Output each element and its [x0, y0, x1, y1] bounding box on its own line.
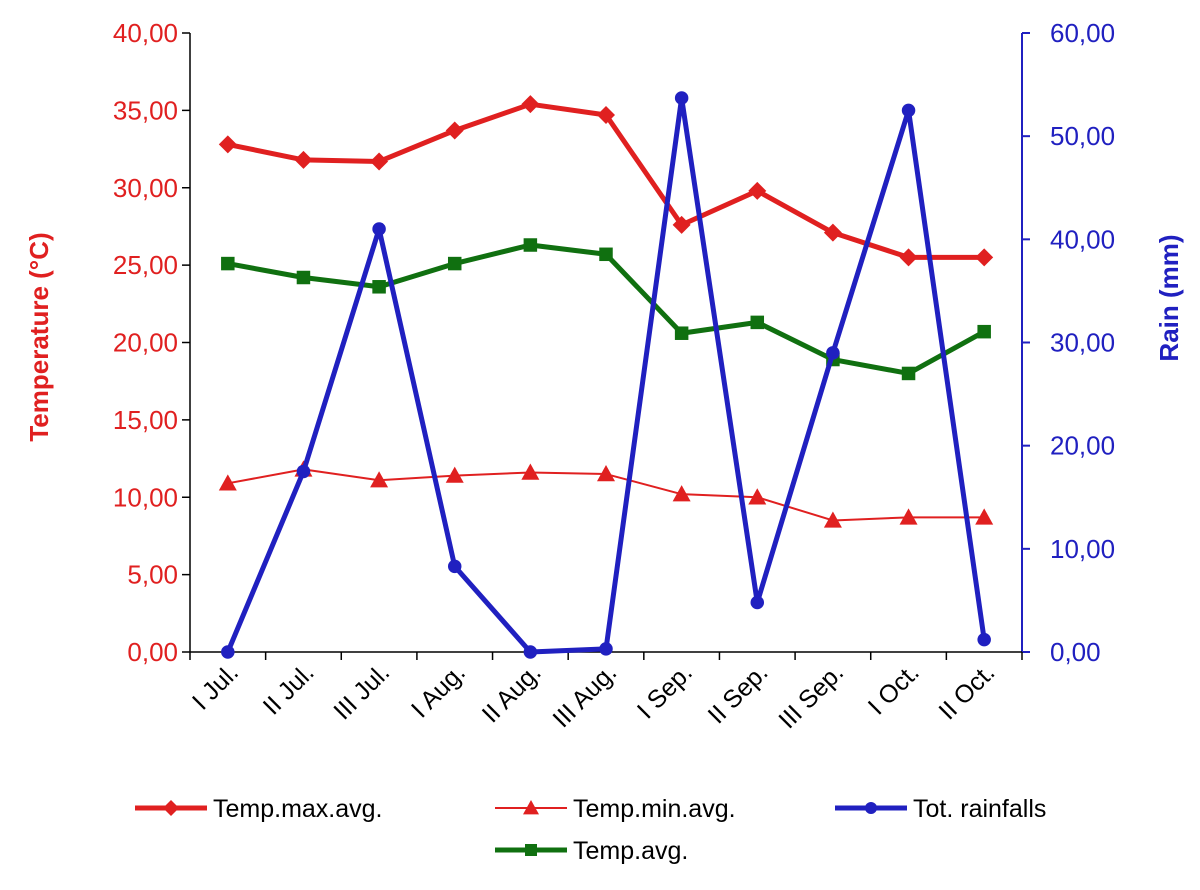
- data-point-diamond: [370, 152, 389, 171]
- x-tick-label: III Aug.: [547, 658, 622, 733]
- data-point-triangle: [748, 488, 767, 505]
- data-point-square: [525, 844, 537, 856]
- x-tick-label: II Oct.: [933, 658, 1000, 725]
- y-left-axis-title: Temperature (°C): [24, 232, 54, 441]
- x-tick-label: II Aug.: [477, 658, 547, 728]
- data-point-square: [750, 315, 765, 330]
- legend-label: Tot. rainfalls: [913, 795, 1046, 823]
- data-point-square: [447, 256, 462, 271]
- series-temp-min-avg: [218, 460, 994, 528]
- y-right-tick-label: 20,00: [1050, 431, 1115, 461]
- y-left-tick-label: 0,00: [127, 637, 178, 667]
- y-left-tick-label: 20,00: [113, 328, 178, 358]
- y-left-tick-label: 35,00: [113, 95, 178, 125]
- data-point-circle: [901, 103, 916, 118]
- legend-label: Temp.min.avg.: [573, 795, 736, 823]
- data-point-circle: [221, 645, 235, 659]
- data-point-diamond: [218, 135, 237, 154]
- data-point-triangle: [975, 508, 994, 525]
- data-point-diamond: [294, 150, 313, 169]
- data-point-square: [901, 366, 916, 381]
- data-point-square: [296, 270, 311, 285]
- data-point-diamond: [748, 181, 767, 200]
- y-right-tick-label: 0,00: [1050, 637, 1101, 667]
- y-left-tick-label: 5,00: [127, 560, 178, 590]
- data-point-circle: [750, 595, 765, 610]
- x-tick-label: III Jul.: [328, 658, 395, 725]
- data-point-diamond: [445, 121, 464, 140]
- series-temp-avg: [221, 238, 991, 381]
- data-point-diamond: [899, 248, 918, 267]
- data-point-triangle: [521, 463, 540, 480]
- data-point-square: [221, 256, 235, 271]
- y-right-axis-title: Rain (mm): [1154, 234, 1184, 361]
- x-tick-label: III Sep.: [773, 658, 849, 734]
- axes: [189, 33, 1023, 653]
- legend-item: Tot. rainfalls: [835, 795, 1046, 823]
- data-point-circle: [826, 346, 840, 360]
- y-left-tick-label: 30,00: [113, 173, 178, 203]
- data-point-circle: [599, 642, 613, 656]
- data-point-triangle: [370, 471, 389, 488]
- legend-item: Temp.min.avg.: [495, 795, 736, 823]
- x-tick-label: II Jul.: [258, 658, 320, 720]
- x-tick-label: I Aug.: [406, 658, 471, 723]
- y-left-tick-label: 25,00: [113, 250, 178, 280]
- x-axis-ticks: I Jul. II Jul. III Jul. I Aug. II Aug. III Au…: [187, 652, 1023, 734]
- x-tick-label: I Sep.: [632, 658, 698, 724]
- legend-item: Temp.max.avg.: [135, 795, 383, 823]
- x-tick-label: II Sep.: [703, 658, 774, 729]
- data-point-triangle: [218, 474, 237, 491]
- data-point-square: [674, 326, 689, 340]
- data-point-square: [977, 324, 991, 339]
- y-right-tick-label: 50,00: [1050, 121, 1115, 151]
- series-tot-rainfalls: [221, 91, 991, 659]
- x-tick-label: I Jul.: [187, 658, 244, 715]
- data-point-triangle: [823, 511, 842, 528]
- legend: Temp.max.avg. Temp.min.avg. Tot. rainfalls…: [135, 795, 1046, 865]
- data-point-triangle: [523, 800, 539, 815]
- data-point-diamond: [163, 800, 179, 816]
- left-axis-ticks: 0,00 5,00 10,00 15,00 20,00 25,00 30,00 35,00 40…: [113, 18, 190, 667]
- y-left-tick-label: 10,00: [113, 482, 178, 512]
- data-point-circle: [523, 645, 538, 659]
- data-point-square: [523, 238, 538, 252]
- data-point-triangle: [445, 466, 464, 483]
- data-point-circle: [674, 91, 689, 105]
- data-point-triangle: [899, 508, 918, 525]
- y-right-tick-label: 10,00: [1050, 534, 1115, 564]
- data-point-diamond: [975, 248, 994, 267]
- series-temp-max-avg: [218, 95, 994, 267]
- y-right-tick-label: 40,00: [1050, 224, 1115, 254]
- data-point-square: [599, 247, 613, 262]
- y-right-tick-label: 30,00: [1050, 328, 1115, 358]
- data-point-circle: [865, 802, 877, 814]
- data-point-square: [372, 280, 386, 294]
- data-point-diamond: [521, 95, 540, 114]
- legend-item: Temp.avg.: [495, 837, 688, 865]
- series-group: [218, 91, 994, 659]
- y-left-tick-label: 40,00: [113, 18, 178, 48]
- data-point-circle: [447, 559, 462, 574]
- data-point-circle: [296, 464, 311, 479]
- data-point-triangle: [597, 465, 615, 482]
- right-axis-ticks: 0,00 10,00 20,00 30,00 40,00 50,00 60,00: [1022, 18, 1115, 667]
- data-point-circle: [372, 222, 386, 236]
- series-line: [225, 95, 987, 655]
- data-point-diamond: [597, 106, 615, 125]
- data-point-diamond: [672, 215, 691, 234]
- y-right-tick-label: 60,00: [1050, 18, 1115, 48]
- data-point-diamond: [823, 223, 842, 242]
- legend-label: Temp.avg.: [573, 837, 688, 865]
- data-point-triangle: [672, 485, 691, 502]
- x-tick-label: I Oct.: [863, 658, 925, 720]
- y-left-tick-label: 15,00: [113, 405, 178, 435]
- legend-label: Temp.max.avg.: [213, 795, 383, 823]
- data-point-circle: [977, 632, 991, 647]
